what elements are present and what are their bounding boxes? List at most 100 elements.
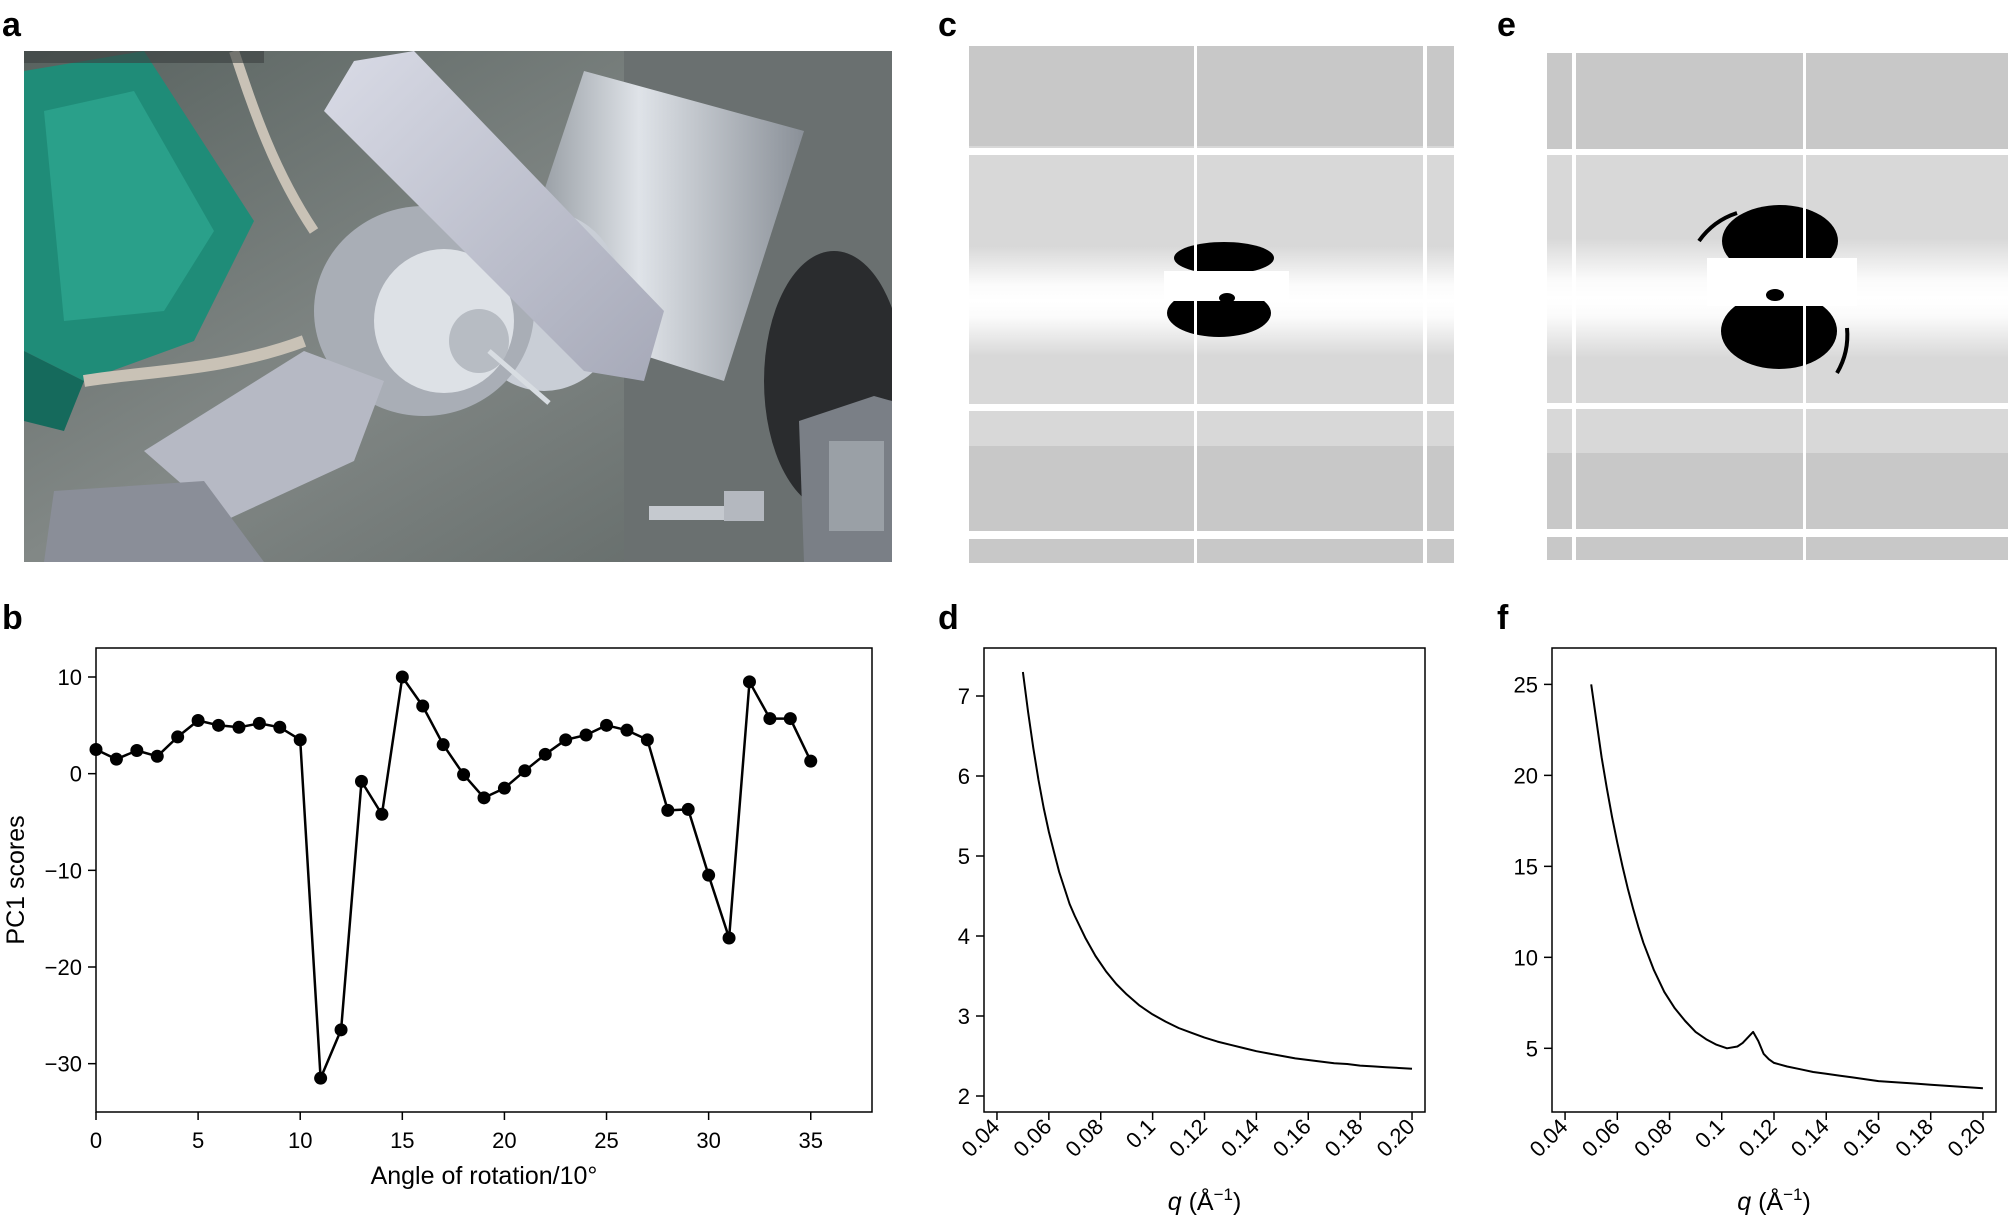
data-point [600,718,614,732]
saxs-detector-image-e [1547,53,2008,560]
data-point [497,781,511,795]
saxs-pattern-e [1547,53,2008,560]
series-line [1590,684,1983,1090]
data-point [171,730,185,744]
y-tick-label: −10 [45,858,82,883]
y-tick-label: 20 [1514,763,1538,788]
x-tick-label: 0.20 [1372,1114,1420,1162]
x-tick-label: 30 [696,1128,720,1153]
saxs-detector-image-c [969,46,1454,563]
x-tick-label: 0 [90,1128,102,1153]
x-tick-label: 0.06 [1008,1114,1056,1162]
x-tick-label: 0.1 [1690,1114,1729,1153]
panel-label-d: d [938,599,959,637]
data-point [375,807,389,821]
x-tick-label: 0.04 [1525,1114,1573,1162]
data-point [477,791,491,805]
y-tick-label: −20 [45,955,82,980]
data-point [150,749,164,763]
data-point [232,720,246,734]
goniometer-photo-illustration [24,51,892,562]
data-point [518,764,532,778]
data-point [579,728,593,742]
data-point [640,733,654,747]
x-axis-label: Angle of rotation/10° [371,1162,598,1190]
panel-label-f: f [1497,599,1509,637]
data-point [89,743,103,756]
plot-frame [95,647,873,1113]
y-tick-label: −30 [45,1052,82,1077]
y-tick-label: 3 [958,1004,970,1029]
data-point [293,733,307,747]
panel-label-c: c [938,6,957,44]
y-tick-label: 7 [958,684,970,709]
data-point [191,714,205,727]
x-tick-label: 15 [390,1128,414,1153]
data-point [273,720,287,734]
x-tick-label: 0.08 [1060,1114,1108,1162]
x-tick-label: 0.16 [1268,1114,1316,1162]
x-tick-label: 0.08 [1629,1114,1677,1162]
data-point [804,754,818,768]
scattering-curve-d: 0.04 0.06 0.08 0.1 0.12 0.14 0.16 0.18 0.20 2 3 4 5 6… [957,647,1426,1216]
y-tick-label: 15 [1514,854,1538,879]
data-point [763,712,777,726]
x-tick-label: 0.14 [1786,1114,1834,1162]
data-point [212,718,226,732]
x-tick-label: 5 [192,1128,204,1153]
y-axis-label: PC1 scores [2,815,30,944]
y-tick-label: 2 [958,1084,970,1109]
x-axis-label: q (Å−1) [1168,1185,1242,1216]
x-tick-label: 0.18 [1890,1114,1938,1162]
y-tick-label: 25 [1514,672,1538,697]
x-tick-label: 0.12 [1734,1114,1782,1162]
data-point [314,1071,328,1085]
data-point [661,803,675,817]
data-point [252,716,266,730]
data-point [457,768,471,782]
x-tick-label: 0.12 [1164,1114,1212,1162]
x-tick-label: 0.18 [1320,1114,1368,1162]
data-point [559,733,573,747]
x-tick-label: 0.16 [1838,1114,1886,1162]
x-tick-label: 0.20 [1943,1114,1991,1162]
y-tick-label: 4 [958,924,970,949]
x-tick-label: 0.06 [1577,1114,1625,1162]
x-tick-label: 0.14 [1216,1114,1264,1162]
data-point [109,752,123,766]
pc1-scores-chart: 0 5 10 15 20 25 30 35 10 0 −10 −20 −30 Angle of rotat… [2,647,873,1190]
x-tick-label: 20 [492,1128,516,1153]
x-tick-label: 0.1 [1121,1114,1160,1153]
data-point [722,931,736,945]
data-point [334,1023,348,1037]
data-point [416,699,430,713]
y-tick-label: 5 [958,844,970,869]
data-point [702,868,716,882]
data-point [395,670,409,684]
x-axis-label: q (Å−1) [1737,1185,1811,1216]
plot-frame [1551,647,1997,1113]
data-point [436,738,450,752]
series-line [1021,671,1413,1070]
panel-label-e: e [1497,6,1516,44]
y-tick-label: 10 [1514,945,1538,970]
y-tick-label: 6 [958,764,970,789]
scattering-curve-f: 0.04 0.06 0.08 0.1 0.12 0.14 0.16 0.18 0.20 5 10 15… [1514,647,1997,1216]
data-point [783,712,797,726]
y-tick-label: 0 [70,762,82,787]
x-tick-label: 10 [288,1128,312,1153]
data-point [130,743,144,757]
y-tick-label: 5 [1526,1036,1538,1061]
data-point [620,723,634,737]
plot-frame [983,647,1426,1113]
data-point [354,774,368,788]
data-point [681,802,695,816]
data-point [538,747,552,761]
x-tick-label: 25 [594,1128,618,1153]
panel-label-a: a [2,6,21,44]
x-tick-label: 0.04 [957,1114,1005,1162]
y-tick-label: 10 [58,665,82,690]
x-tick-label: 35 [798,1128,822,1153]
data-point [742,675,756,689]
goniometer-photo [24,51,892,562]
